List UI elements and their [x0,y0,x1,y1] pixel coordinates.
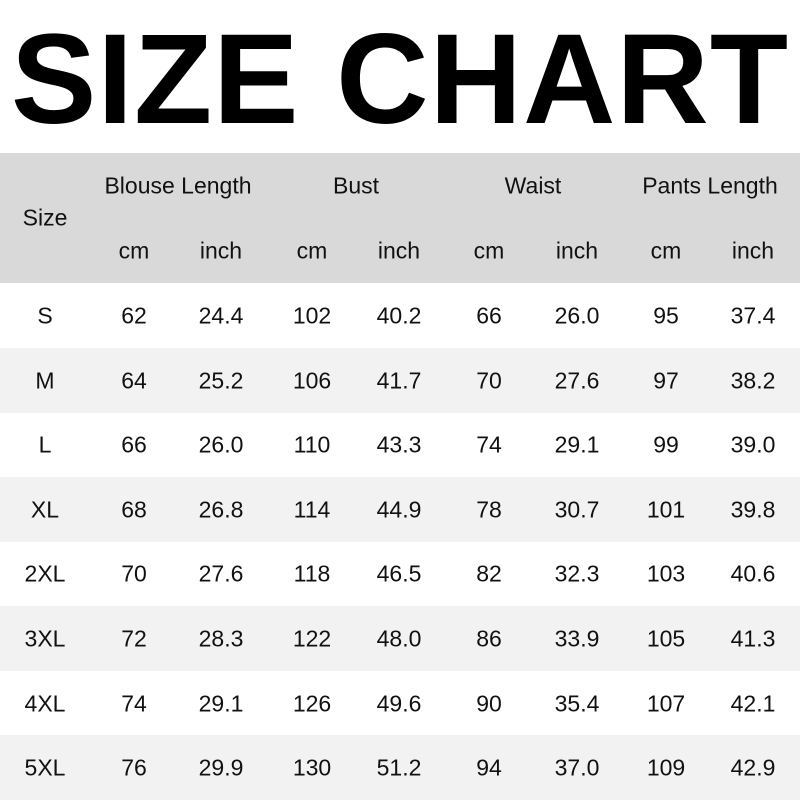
size-cell: M [35,367,55,394]
table-cell: 70 [476,367,502,394]
table-cell: 41.3 [730,625,776,652]
table-cell: 97 [653,367,679,394]
table-cell: 32.3 [554,560,600,587]
table-cell: 38.2 [730,367,776,394]
size-cell: 2XL [24,560,66,587]
unit-header: inch [555,237,599,264]
table-cell: 126 [292,690,332,717]
table-cell: 37.4 [730,302,776,329]
table-cell: 94 [476,754,502,781]
table-cell: 42.9 [730,754,776,781]
table-row: 2XL 70 27.6 118 46.5 82 32.3 103 40.6 [0,541,800,606]
table-cell: 72 [121,625,147,652]
table-cell: 66 [476,302,502,329]
table-cell: 26.8 [198,496,244,523]
table-cell: 107 [646,690,686,717]
table-cell: 74 [121,690,147,717]
table-cell: 95 [653,302,679,329]
table-cell: 122 [292,625,332,652]
table-cell: 82 [476,560,502,587]
table-cell: 40.2 [376,302,422,329]
size-cell: S [37,302,53,329]
table-cell: 35.4 [554,690,600,717]
table-cell: 114 [293,496,331,523]
table-cell: 27.6 [198,560,244,587]
unit-header: inch [377,237,421,264]
table-cell: 78 [476,496,502,523]
group-header-blouse-length: Blouse Length [104,172,252,199]
table-cell: 44.9 [376,496,422,523]
table-cell: 90 [476,690,502,717]
table-cell: 29.9 [198,754,244,781]
table-cell: 101 [646,496,686,523]
table-cell: 102 [292,302,332,329]
table-cell: 76 [121,754,147,781]
table-cell: 29.1 [198,690,244,717]
size-column-header: Size [22,204,68,231]
table-cell: 30.7 [554,496,600,523]
page-title: SIZE CHART [11,8,789,151]
table-row: 3XL 72 28.3 122 48.0 86 33.9 105 41.3 [0,606,800,671]
unit-header: inch [199,237,243,264]
table-cell: 37.0 [554,754,600,781]
unit-header: inch [731,237,775,264]
table-cell: 74 [476,431,502,458]
table-cell: 62 [121,302,147,329]
table-row: 4XL 74 29.1 126 49.6 90 35.4 107 42.1 [0,671,800,736]
table-row: 5XL 76 29.9 130 51.2 94 37.0 109 42.9 [0,735,800,800]
table-cell: 49.6 [376,690,422,717]
table-cell: 39.8 [730,496,776,523]
table-cell: 99 [653,431,679,458]
table-cell: 25.2 [198,367,244,394]
table-row: S 62 24.4 102 40.2 66 26.0 95 37.4 [0,283,800,348]
table-cell: 26.0 [554,302,600,329]
table-cell: 27.6 [554,367,600,394]
table-cell: 42.1 [730,690,776,717]
unit-header: cm [296,237,328,264]
size-cell: 4XL [24,690,66,717]
table-cell: 29.1 [554,431,600,458]
table-cell: 28.3 [198,625,244,652]
table-row: M 64 25.2 106 41.7 70 27.6 97 38.2 [0,347,800,413]
unit-header: cm [118,237,150,264]
size-cell: XL [30,496,60,523]
size-cell: 5XL [24,754,66,781]
size-cell: 3XL [24,625,66,652]
table-cell: 70 [121,560,147,587]
table-row: XL 68 26.8 114 44.9 78 30.7 101 39.8 [0,476,800,542]
table-cell: 118 [293,560,331,587]
table-cell: 46.5 [376,560,422,587]
table-cell: 43.3 [376,431,422,458]
table-cell: 51.2 [376,754,422,781]
table-cell: 39.0 [730,431,776,458]
table-cell: 48.0 [376,625,422,652]
table-cell: 40.6 [730,560,776,587]
table-cell: 86 [476,625,502,652]
group-header-waist: Waist [504,172,562,199]
table-header: Size Blouse Length Bust Waist Pants Leng… [0,153,800,283]
table-cell: 24.4 [198,302,244,329]
unit-header: cm [650,237,682,264]
table-cell: 41.7 [376,367,422,394]
table-cell: 103 [646,560,686,587]
table-cell: 64 [121,367,147,394]
table-cell: 106 [292,367,332,394]
table-cell: 110 [293,431,331,458]
table-cell: 105 [646,625,686,652]
table-cell: 109 [646,754,686,781]
group-header-pants-length: Pants Length [642,172,778,199]
table-cell: 130 [292,754,332,781]
size-cell: L [38,431,52,458]
unit-header: cm [473,237,505,264]
table-row: L 66 26.0 110 43.3 74 29.1 99 39.0 [0,412,800,477]
table-cell: 33.9 [554,625,600,652]
table-cell: 26.0 [198,431,244,458]
table-cell: 68 [121,496,147,523]
group-header-bust: Bust [332,172,380,199]
table-cell: 66 [121,431,147,458]
